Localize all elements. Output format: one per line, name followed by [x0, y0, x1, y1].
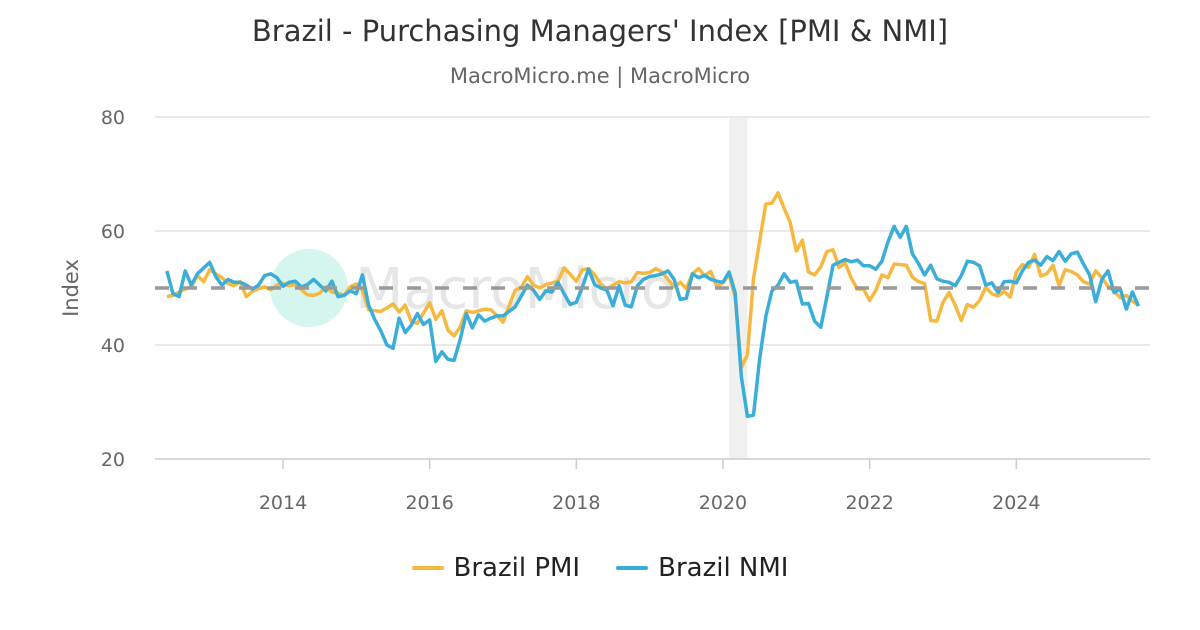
y-tick-label: 60 — [101, 221, 125, 243]
series-line-nmi — [165, 224, 1141, 419]
x-tick-label: 2018 — [552, 492, 600, 514]
x-tick-label: 2024 — [992, 492, 1040, 514]
x-tick-label: 2016 — [405, 492, 453, 514]
y-tick-label: 80 — [101, 107, 125, 129]
chart-subtitle: MacroMicro.me | MacroMicro — [449, 64, 751, 88]
legend-swatch-pmi — [411, 566, 444, 570]
legend-label-pmi: Brazil PMI — [453, 553, 581, 583]
y-tick-label: 20 — [101, 449, 125, 471]
legend-swatch-nmi — [616, 566, 649, 570]
y-axis-label: Index — [59, 259, 83, 317]
legend-label-nmi: Brazil NMI — [658, 553, 789, 583]
legend: Brazil PMI Brazil NMI — [0, 553, 1200, 583]
x-tick-label: 2020 — [699, 492, 747, 514]
legend-item-nmi[interactable]: Brazil NMI — [616, 553, 788, 583]
y-tick-label: 40 — [101, 335, 125, 357]
chart-title: Brazil - Purchasing Managers' Index [PMI… — [251, 14, 949, 48]
x-tick-label: 2014 — [259, 492, 307, 514]
legend-item-pmi[interactable]: Brazil PMI — [411, 553, 581, 583]
x-tick-label: 2022 — [845, 492, 893, 514]
